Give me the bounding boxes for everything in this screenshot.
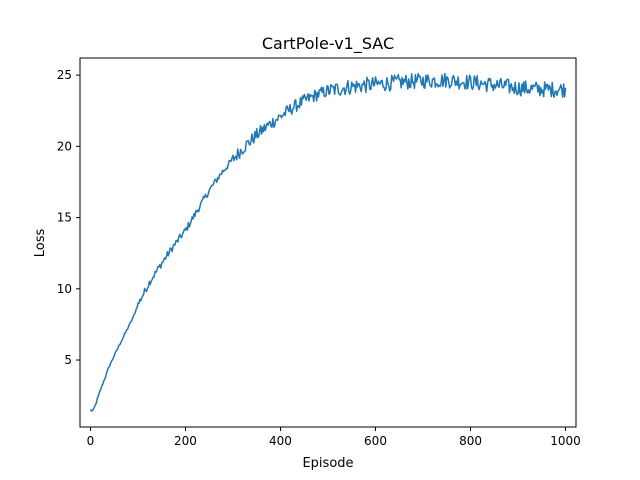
axes-frame: [79, 57, 577, 428]
y-tick-label: 5: [64, 353, 72, 367]
x-axis: 0 200 400 600 800 1000: [87, 427, 581, 448]
y-tick-label: 20: [57, 139, 72, 153]
y-axis-label: Loss: [33, 229, 48, 258]
x-tick-label: 800: [459, 434, 482, 448]
x-tick-label: 400: [269, 434, 292, 448]
chart-title: CartPole-v1_SAC: [262, 34, 394, 54]
y-tick-label: 15: [57, 211, 72, 225]
x-axis-label: Episode: [302, 456, 353, 471]
x-tick-label: 200: [174, 434, 197, 448]
y-tick-label: 10: [57, 282, 72, 296]
series-line: [89, 72, 567, 412]
plot-area: [89, 72, 567, 412]
x-tick-label: 600: [364, 434, 387, 448]
x-tick-label: 0: [87, 434, 95, 448]
y-axis: 5 10 15 20 25: [57, 68, 80, 367]
y-tick-label: 25: [57, 68, 72, 82]
x-tick-label: 1000: [550, 434, 581, 448]
